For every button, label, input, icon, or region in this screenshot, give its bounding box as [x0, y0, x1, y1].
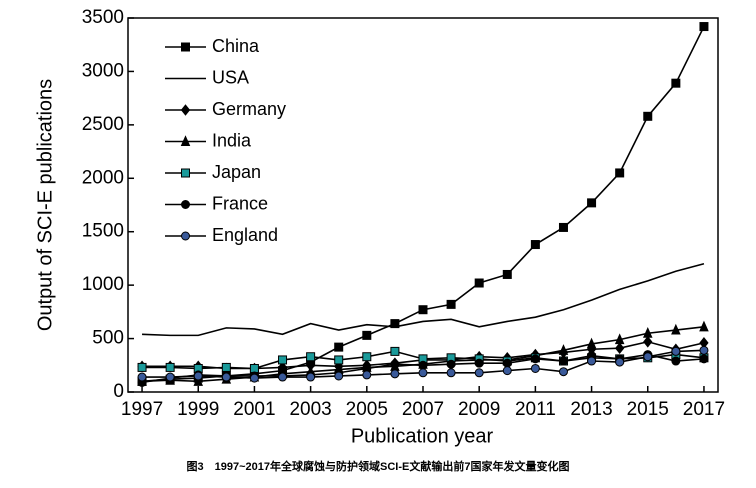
marker — [249, 363, 259, 373]
marker — [502, 358, 512, 368]
y-tick-label: 0 — [113, 381, 124, 402]
x-tick-label: 2017 — [683, 399, 725, 420]
legend-label: India — [212, 130, 252, 150]
legend-label: USA — [212, 67, 249, 87]
y-tick-label: 3000 — [82, 60, 124, 81]
marker — [165, 362, 175, 372]
y-axis-label: Output of SCI-E publications — [34, 79, 56, 331]
marker — [558, 222, 568, 232]
marker — [643, 335, 653, 348]
x-tick-label: 2003 — [289, 399, 331, 420]
x-tick-label: 2011 — [515, 399, 556, 420]
marker — [334, 342, 344, 352]
marker — [418, 305, 428, 315]
x-tick-label: 1997 — [121, 399, 163, 420]
marker — [586, 337, 597, 349]
marker — [334, 371, 344, 381]
marker — [181, 231, 190, 241]
y-tick-label: 2500 — [82, 114, 124, 135]
marker — [558, 367, 568, 377]
marker — [474, 278, 484, 288]
marker — [165, 372, 175, 382]
marker — [180, 104, 191, 116]
legend-label: France — [212, 193, 268, 213]
marker — [502, 269, 512, 279]
y-tick-label: 1000 — [82, 274, 124, 295]
marker — [137, 372, 147, 382]
y-tick-label: 3500 — [82, 7, 124, 28]
marker — [362, 352, 372, 362]
marker — [671, 78, 681, 88]
legend-label: England — [212, 225, 278, 245]
marker — [180, 135, 191, 146]
caption: 图3 1997~2017年全球腐蚀与防护领域SCI-E文献输出前7国家年发文量变… — [187, 459, 570, 473]
marker — [671, 356, 681, 366]
marker — [474, 368, 484, 378]
marker — [671, 346, 681, 356]
marker — [446, 359, 456, 369]
legend-label: China — [212, 36, 260, 56]
marker — [390, 346, 400, 356]
marker — [306, 352, 316, 362]
marker — [446, 299, 456, 309]
x-tick-label: 2013 — [570, 399, 612, 420]
marker — [699, 354, 709, 364]
marker — [446, 368, 456, 378]
marker — [193, 375, 204, 386]
series-line — [142, 262, 705, 337]
legend-label: Japan — [212, 162, 261, 182]
marker — [530, 354, 540, 364]
marker — [278, 355, 288, 365]
marker — [615, 168, 625, 178]
marker — [362, 370, 372, 380]
marker — [558, 356, 568, 366]
marker — [502, 366, 512, 376]
marker — [614, 333, 625, 345]
marker — [181, 200, 190, 209]
marker — [137, 362, 147, 372]
marker — [587, 198, 597, 208]
x-tick-label: 1999 — [177, 399, 219, 420]
marker — [643, 111, 653, 121]
marker — [699, 22, 709, 32]
marker — [642, 326, 653, 338]
marker — [530, 240, 540, 250]
x-tick-label: 2009 — [458, 399, 500, 420]
marker — [558, 344, 569, 355]
x-tick-label: 2001 — [233, 399, 275, 420]
legend-label: Germany — [212, 99, 286, 119]
marker — [474, 358, 484, 368]
marker — [362, 330, 372, 340]
marker — [615, 342, 625, 354]
marker — [699, 345, 709, 355]
marker — [643, 352, 653, 362]
marker — [334, 355, 344, 365]
marker — [671, 323, 681, 335]
y-tick-label: 500 — [92, 328, 124, 349]
y-tick-label: 1500 — [82, 221, 124, 242]
x-axis-label: Publication year — [351, 425, 494, 447]
marker — [181, 42, 190, 52]
marker — [221, 372, 231, 382]
x-tick-label: 2007 — [402, 399, 444, 420]
x-tick-label: 2015 — [627, 399, 669, 420]
marker — [306, 372, 316, 382]
marker — [278, 372, 288, 382]
marker — [193, 371, 203, 381]
marker — [418, 368, 428, 378]
marker — [221, 362, 231, 372]
marker — [587, 356, 597, 366]
marker — [418, 360, 428, 370]
x-tick-label: 2005 — [346, 399, 388, 420]
marker — [390, 359, 400, 369]
marker — [390, 369, 400, 379]
marker — [699, 320, 709, 332]
marker — [615, 357, 625, 367]
y-tick-label: 2000 — [82, 167, 124, 188]
marker — [249, 373, 259, 383]
marker — [181, 168, 190, 178]
marker — [530, 363, 540, 373]
